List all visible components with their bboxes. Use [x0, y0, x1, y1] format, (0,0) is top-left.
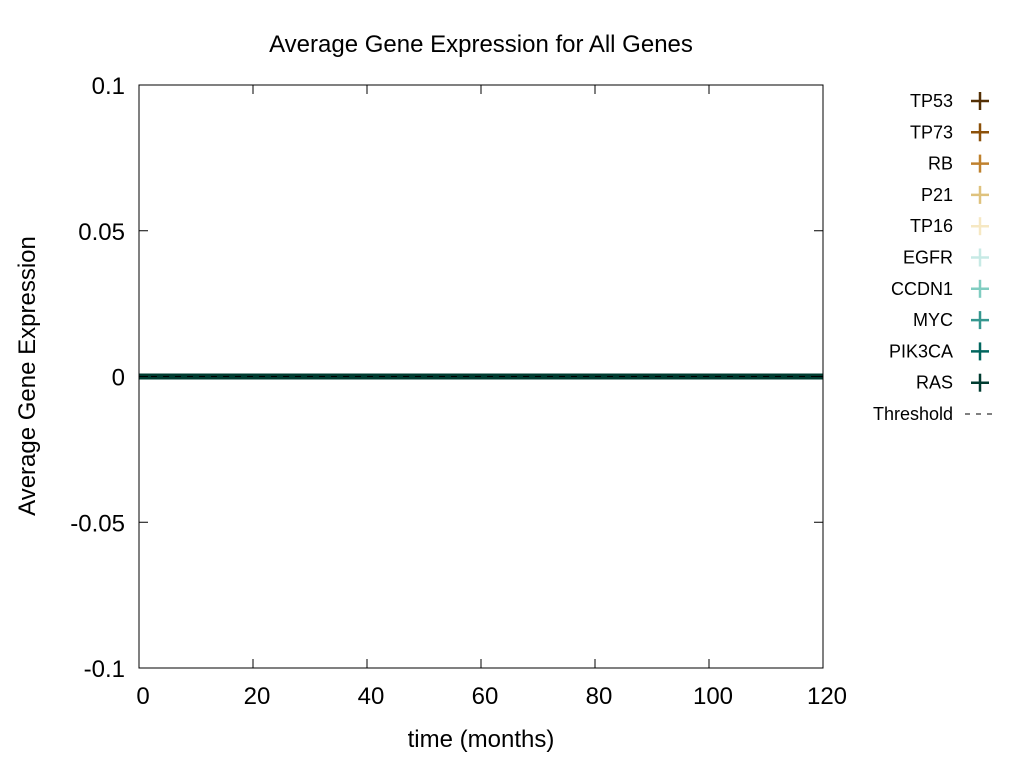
- y-tick-label: 0.1: [92, 73, 125, 100]
- legend-label: TP53: [910, 91, 953, 111]
- x-tick-label: 80: [586, 683, 613, 710]
- x-tick-label: 60: [472, 683, 499, 710]
- legend-item-tp53: TP53: [910, 91, 989, 111]
- legend-label: EGFR: [903, 248, 953, 268]
- axis-ticks: 0 20 40 60 80 100 120 0.1 0.05 0 -0.05 -0.1: [70, 73, 847, 710]
- legend-label: RB: [928, 154, 953, 174]
- legend-label: CCDN1: [891, 279, 953, 299]
- y-tick-label: 0.05: [78, 219, 125, 246]
- legend-item-egfr: EGFR: [903, 248, 989, 268]
- x-tick-label: 20: [244, 683, 271, 710]
- x-axis-label: time (months): [408, 726, 555, 753]
- legend-label: MYC: [913, 310, 953, 330]
- y-tick-label: 0: [112, 365, 125, 392]
- legend-item-ras: RAS: [916, 373, 989, 393]
- legend-item-tp73: TP73: [910, 122, 989, 142]
- chart-title: Average Gene Expression for All Genes: [269, 31, 693, 58]
- legend-label: TP16: [910, 216, 953, 236]
- legend-item-threshold: Threshold: [873, 404, 997, 424]
- x-tick-label: 0: [136, 683, 149, 710]
- x-tick-label: 100: [693, 683, 733, 710]
- legend-item-pik3ca: PIK3CA: [889, 341, 989, 361]
- y-tick-label: -0.1: [84, 656, 125, 683]
- y-tick-label: -0.05: [70, 510, 125, 537]
- x-tick-label: 120: [807, 683, 847, 710]
- legend-item-myc: MYC: [913, 310, 989, 330]
- legend-label: Threshold: [873, 404, 953, 424]
- legend-item-rb: RB: [928, 154, 989, 174]
- legend-label: RAS: [916, 373, 953, 393]
- legend-item-tp16: TP16: [910, 216, 989, 236]
- legend-label: TP73: [910, 122, 953, 142]
- legend: TP53 TP73 RB P21 TP16 EGFR CCDN1 MYC PIK3CA RAS Th…: [873, 91, 997, 424]
- legend-item-ccdn1: CCDN1: [891, 279, 989, 299]
- legend-item-p21: P21: [921, 185, 989, 205]
- legend-label: P21: [921, 185, 953, 205]
- x-tick-label: 40: [358, 683, 385, 710]
- legend-label: PIK3CA: [889, 341, 953, 361]
- y-axis-label: Average Gene Expression: [14, 236, 41, 516]
